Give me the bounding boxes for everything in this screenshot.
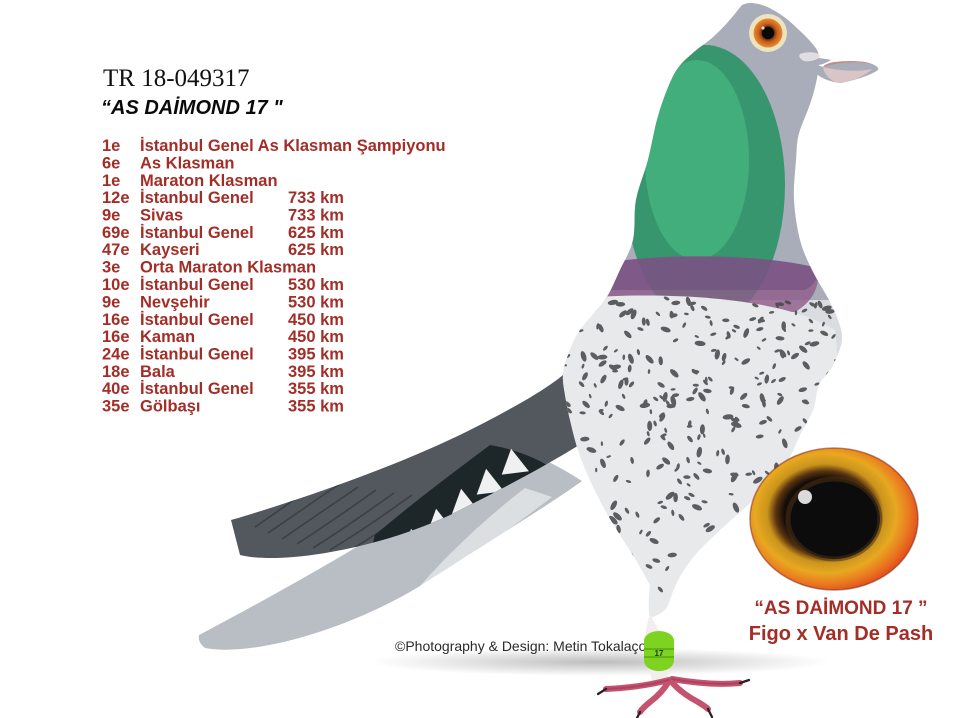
- svg-text:18e: 18e: [102, 363, 130, 381]
- svg-text:625 km: 625 km: [288, 224, 344, 242]
- svg-text:Bala: Bala: [140, 363, 176, 381]
- svg-text:İstanbul Genel: İstanbul Genel: [140, 276, 254, 294]
- svg-text:©Photography & Design: Metin T: ©Photography & Design: Metin Tokalaçoğlu: [395, 638, 665, 654]
- svg-text:İstanbul Genel: İstanbul Genel: [140, 224, 254, 242]
- svg-text:24e: 24e: [102, 346, 130, 364]
- svg-text:1e: 1e: [102, 172, 120, 190]
- svg-text:733 km: 733 km: [288, 189, 344, 207]
- svg-text:3e: 3e: [102, 259, 120, 277]
- svg-text:Figo x Van De Pash: Figo x Van De Pash: [749, 623, 934, 645]
- svg-text:9e: 9e: [102, 207, 120, 225]
- svg-text:69e: 69e: [102, 224, 130, 242]
- svg-text:9e: 9e: [102, 293, 120, 311]
- svg-text:Nevşehir: Nevşehir: [140, 293, 210, 311]
- svg-text:17: 17: [655, 649, 664, 658]
- svg-text:47e: 47e: [102, 241, 130, 259]
- svg-text:İstanbul Genel: İstanbul Genel: [140, 311, 254, 329]
- svg-text:355 km: 355 km: [288, 380, 344, 398]
- svg-text:Gölbaşı: Gölbaşı: [140, 398, 201, 416]
- svg-text:530 km: 530 km: [288, 293, 344, 311]
- svg-text:Sivas: Sivas: [140, 207, 183, 225]
- svg-text:İstanbul Genel As Klasman Şamp: İstanbul Genel As Klasman Şampiyonu: [140, 137, 446, 155]
- svg-text:İstanbul Genel: İstanbul Genel: [140, 380, 254, 398]
- svg-text:TR 18-049317: TR 18-049317: [103, 65, 250, 92]
- svg-text:35e: 35e: [102, 398, 130, 416]
- svg-text:530 km: 530 km: [288, 276, 344, 294]
- svg-text:16e: 16e: [102, 311, 130, 329]
- svg-text:40e: 40e: [102, 380, 130, 398]
- svg-text:450 km: 450 km: [288, 328, 344, 346]
- svg-text:Orta Maraton Klasman: Orta Maraton Klasman: [140, 259, 316, 277]
- svg-text:10e: 10e: [102, 276, 130, 294]
- svg-text:“AS DAİMOND 17 ": “AS DAİMOND 17 ": [101, 96, 283, 119]
- svg-text:1e: 1e: [102, 137, 120, 155]
- svg-text:625 km: 625 km: [288, 241, 344, 259]
- svg-text:İstanbul Genel: İstanbul Genel: [140, 189, 254, 207]
- svg-text:733 km: 733 km: [288, 207, 344, 225]
- svg-text:12e: 12e: [102, 189, 130, 207]
- svg-text:Kaman: Kaman: [140, 328, 195, 346]
- svg-text:355 km: 355 km: [288, 398, 344, 416]
- svg-text:“AS DAİMOND 17 ”: “AS DAİMOND 17 ”: [754, 598, 927, 619]
- svg-text:As Klasman: As Klasman: [140, 154, 234, 172]
- svg-text:395 km: 395 km: [288, 346, 344, 364]
- svg-text:450 km: 450 km: [288, 311, 344, 329]
- svg-text:395 km: 395 km: [288, 363, 344, 381]
- svg-text:Maraton Klasman: Maraton Klasman: [140, 172, 278, 190]
- svg-text:6e: 6e: [102, 154, 120, 172]
- svg-text:Kayseri: Kayseri: [140, 241, 200, 259]
- svg-text:16e: 16e: [102, 328, 130, 346]
- svg-text:İstanbul Genel: İstanbul Genel: [140, 346, 254, 364]
